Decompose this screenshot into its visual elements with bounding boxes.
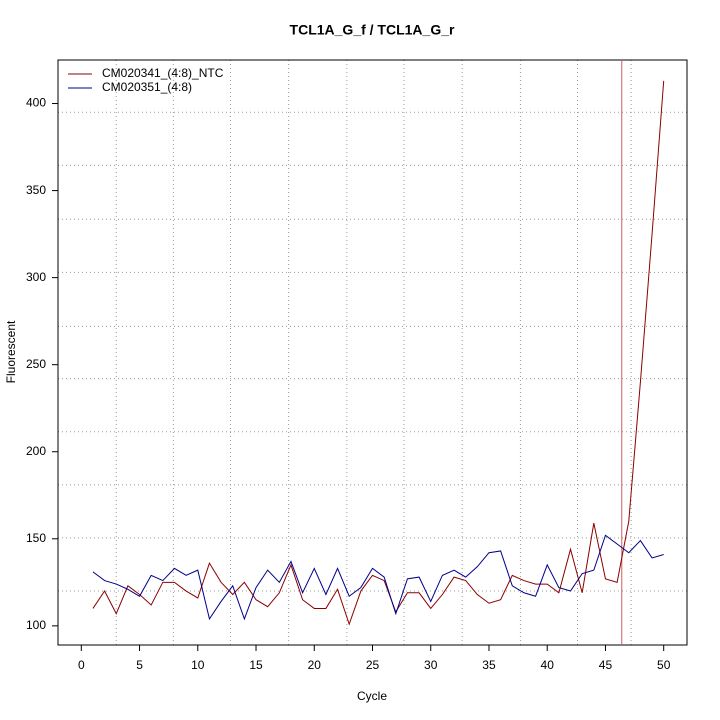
x-tick-label: 0 bbox=[78, 658, 85, 672]
x-tick-label: 40 bbox=[541, 658, 555, 672]
series-line bbox=[92, 534, 664, 621]
x-tick-label: 45 bbox=[599, 658, 613, 672]
x-tick-label: 35 bbox=[482, 658, 496, 672]
y-tick-label: 300 bbox=[26, 270, 46, 284]
y-axis-label: Fluorescent bbox=[4, 320, 18, 383]
x-tick-label: 30 bbox=[424, 658, 438, 672]
x-axis-label: Cycle bbox=[357, 689, 387, 703]
chart-title: TCL1A_G_f / TCL1A_G_r bbox=[290, 22, 455, 38]
y-tick-label: 150 bbox=[26, 531, 46, 545]
legend-label: CM020351_(4:8) bbox=[102, 80, 192, 94]
plot-frame bbox=[57, 59, 688, 646]
y-tick-label: 400 bbox=[26, 96, 46, 110]
x-tick-label: 15 bbox=[249, 658, 263, 672]
x-tick-label: 20 bbox=[308, 658, 322, 672]
y-tick-label: 350 bbox=[26, 183, 46, 197]
y-tick-label: 100 bbox=[26, 618, 46, 632]
x-tick-label: 10 bbox=[191, 658, 205, 672]
y-tick-label: 200 bbox=[26, 444, 46, 458]
y-tick-label: 250 bbox=[26, 357, 46, 371]
x-tick-label: 5 bbox=[136, 658, 143, 672]
x-tick-label: 50 bbox=[657, 658, 671, 672]
x-tick-label: 25 bbox=[366, 658, 380, 672]
series-line bbox=[92, 80, 665, 626]
legend-label: CM020341_(4:8)_NTC bbox=[102, 66, 224, 80]
